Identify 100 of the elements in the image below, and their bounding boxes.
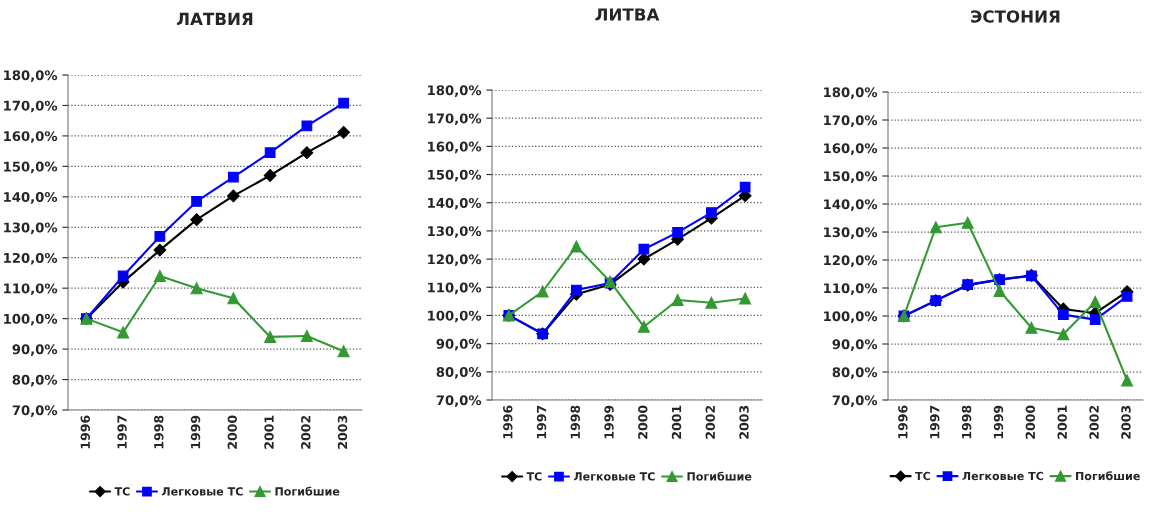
- point: [190, 213, 204, 227]
- x-tick-label: 1998: [570, 405, 580, 439]
- y-tick-label: 100,0%: [428, 310, 482, 323]
- y-tick-label: 150,0%: [4, 161, 58, 174]
- x-tick-label: 2002: [301, 415, 311, 449]
- y-tick-label: 70,0%: [436, 395, 482, 407]
- x-tick-label: 2003: [337, 415, 348, 449]
- point: [570, 240, 583, 253]
- y-tick-label: 120,0%: [428, 254, 482, 266]
- y-tick-label: 70,0%: [832, 395, 878, 407]
- point: [337, 345, 350, 358]
- x-tick-label: 2000: [1025, 405, 1036, 439]
- point: [264, 147, 276, 159]
- y-tick-label: 80,0%: [832, 367, 878, 379]
- y-tick-label: 150,0%: [824, 171, 878, 183]
- point: [672, 226, 684, 238]
- point: [929, 221, 942, 234]
- point: [705, 296, 718, 309]
- point: [1057, 309, 1069, 320]
- point: [739, 292, 752, 305]
- legend-label: ТС: [915, 471, 931, 481]
- point: [300, 329, 313, 343]
- point: [227, 171, 239, 183]
- legend-label: Легковые ТС: [573, 472, 655, 481]
- legend-label: Легковые ТС: [962, 471, 1044, 481]
- y-tick-label: 80,0%: [436, 367, 482, 379]
- point: [671, 293, 684, 307]
- point: [191, 196, 203, 207]
- point: [570, 284, 582, 296]
- point: [1025, 321, 1038, 334]
- y-tick-label: 140,0%: [824, 199, 878, 211]
- x-tick-label: 2002: [705, 405, 715, 439]
- point: [153, 269, 166, 283]
- y-tick-label: 150,0%: [428, 169, 482, 182]
- legend-label: Легковые ТС: [161, 487, 243, 496]
- x-tick-label: 1998: [961, 405, 972, 439]
- point: [961, 216, 974, 229]
- y-tick-label: 90,0%: [12, 344, 58, 356]
- point: [337, 125, 351, 139]
- x-tick-label: 2000: [227, 415, 237, 449]
- point: [705, 207, 717, 218]
- point: [338, 97, 350, 109]
- point: [154, 231, 166, 242]
- y-tick-label: 180,0%: [4, 70, 58, 82]
- y-tick-label: 140,0%: [4, 192, 58, 204]
- y-tick-label: 180,0%: [824, 87, 878, 99]
- point: [301, 120, 313, 132]
- x-tick-label: 1999: [993, 405, 1004, 439]
- y-tick-label: 160,0%: [428, 141, 482, 154]
- y-tick-label: 80,0%: [12, 374, 58, 387]
- point: [1089, 295, 1102, 309]
- x-tick-label: 2003: [739, 405, 749, 439]
- chart-title: ЭСТОНИЯ: [971, 10, 1060, 23]
- point: [190, 282, 203, 295]
- point: [1057, 328, 1070, 341]
- x-tick-label: 1997: [117, 415, 127, 449]
- y-tick-label: 100,0%: [4, 313, 58, 326]
- y-tick-label: 110,0%: [428, 282, 482, 295]
- legend-label: ТС: [526, 472, 542, 481]
- x-tick-label: 1997: [930, 405, 940, 439]
- legend-label: Погибшие: [275, 486, 340, 496]
- y-tick-label: 90,0%: [436, 338, 482, 351]
- point: [264, 330, 277, 343]
- x-tick-label: 1997: [536, 405, 547, 439]
- y-tick-label: 130,0%: [824, 227, 878, 239]
- point: [1120, 374, 1134, 387]
- legend-label: Погибшие: [687, 471, 752, 481]
- point: [153, 243, 167, 257]
- y-tick-label: 170,0%: [4, 100, 58, 113]
- y-tick-label: 170,0%: [824, 115, 878, 127]
- y-tick-label: 90,0%: [832, 339, 878, 351]
- y-tick-label: 180,0%: [428, 85, 482, 97]
- point: [1089, 314, 1101, 326]
- point: [637, 252, 651, 266]
- y-tick-label: 110,0%: [4, 283, 58, 296]
- point: [226, 189, 240, 203]
- point: [1121, 291, 1133, 302]
- y-tick-label: 140,0%: [428, 197, 482, 210]
- point: [536, 285, 549, 298]
- x-tick-label: 1996: [503, 405, 513, 439]
- x-tick-label: 1999: [604, 405, 614, 439]
- x-tick-label: 2003: [1121, 405, 1131, 439]
- y-tick-label: 170,0%: [428, 113, 482, 126]
- x-tick-label: 2001: [1057, 405, 1067, 439]
- x-tick-label: 1998: [154, 415, 164, 449]
- x-tick-label: 2001: [264, 415, 274, 449]
- point: [227, 292, 240, 305]
- y-tick-label: 120,0%: [4, 252, 58, 265]
- point: [117, 326, 130, 339]
- point: [637, 320, 650, 333]
- x-tick-label: 2000: [638, 405, 648, 439]
- x-tick-label: 2001: [671, 405, 682, 439]
- x-tick-label: 1996: [898, 405, 908, 439]
- y-tick-label: 130,0%: [428, 226, 482, 238]
- y-tick-label: 120,0%: [824, 255, 878, 267]
- y-tick-label: 160,0%: [824, 143, 878, 155]
- point: [739, 181, 751, 193]
- point: [300, 146, 314, 160]
- y-tick-label: 130,0%: [4, 222, 58, 235]
- point: [993, 284, 1006, 297]
